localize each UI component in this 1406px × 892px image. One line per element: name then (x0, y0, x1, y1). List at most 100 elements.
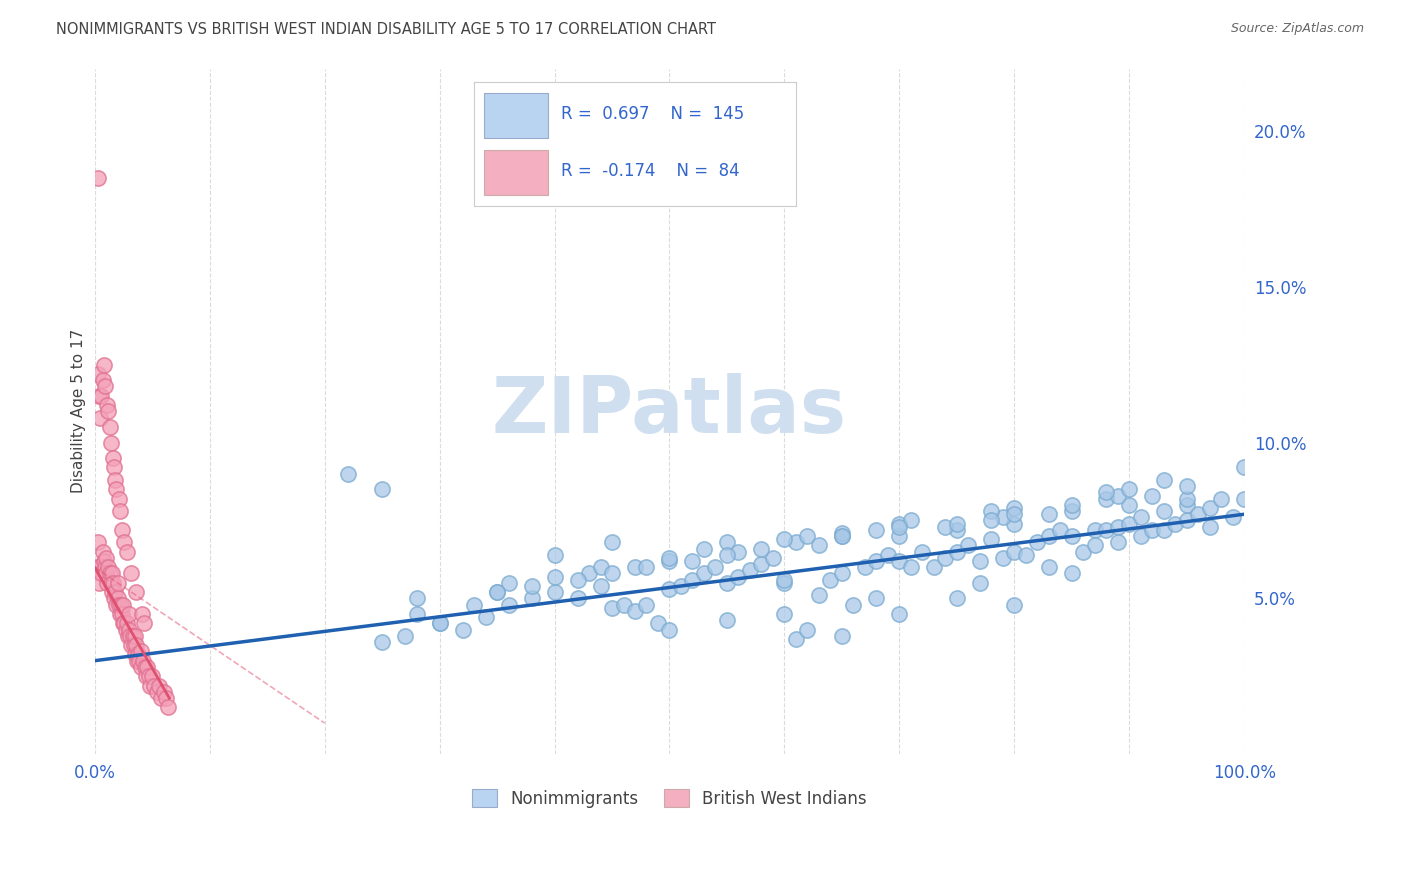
Point (624, 560, 647, 574)
Point (1233, 460, 1256, 475)
Point (129, 660, 152, 674)
Point (139, 679, 162, 693)
Point (105, 598, 128, 612)
Point (336, 467, 359, 481)
Point (94, 550, 117, 565)
Point (1233, 491, 1256, 506)
Point (131, 607, 153, 621)
Point (115, 616, 138, 631)
Point (371, 483, 394, 497)
Point (89, 560, 111, 574)
Point (128, 654, 150, 668)
Point (1199, 519, 1222, 533)
Point (132, 654, 155, 668)
Point (96, 398, 118, 412)
Point (578, 566, 600, 581)
Point (371, 635, 394, 649)
Point (152, 685, 174, 699)
Point (114, 616, 136, 631)
Point (865, 523, 887, 537)
Point (1175, 479, 1198, 493)
Point (97, 560, 120, 574)
Point (600, 566, 623, 581)
Point (1038, 529, 1060, 543)
Point (727, 544, 749, 558)
Point (108, 607, 131, 621)
Text: Source: ZipAtlas.com: Source: ZipAtlas.com (1230, 22, 1364, 36)
Point (820, 573, 842, 587)
Point (127, 654, 149, 668)
Point (1175, 498, 1198, 512)
Point (145, 685, 167, 699)
Point (831, 529, 853, 543)
Point (101, 451, 124, 466)
Point (485, 585, 508, 599)
Point (107, 491, 129, 506)
Point (946, 544, 969, 558)
Point (543, 548, 565, 562)
Point (90, 566, 112, 581)
Point (738, 563, 761, 577)
Point (100, 435, 122, 450)
Point (957, 538, 980, 552)
Point (125, 585, 148, 599)
Point (946, 591, 969, 606)
Point (1199, 500, 1222, 515)
Point (716, 613, 738, 627)
Legend: Nonimmigrants, British West Indians: Nonimmigrants, British West Indians (465, 782, 873, 814)
Point (865, 554, 887, 568)
Point (150, 691, 173, 706)
Point (716, 575, 738, 590)
Point (1153, 523, 1175, 537)
Point (1142, 489, 1164, 503)
Point (114, 535, 136, 549)
Point (922, 560, 945, 574)
Point (946, 516, 969, 531)
Point (589, 579, 612, 593)
Point (1060, 529, 1083, 543)
Point (658, 623, 681, 637)
Point (969, 554, 991, 568)
Point (543, 569, 565, 583)
Point (1153, 473, 1175, 487)
Y-axis label: Disability Age 5 to 17: Disability Age 5 to 17 (72, 329, 86, 493)
Point (1153, 504, 1175, 518)
Point (991, 550, 1014, 565)
Point (111, 607, 134, 621)
Point (111, 523, 134, 537)
Point (96, 575, 118, 590)
Point (1084, 523, 1107, 537)
Point (1049, 523, 1071, 537)
Point (600, 600, 623, 615)
Point (520, 579, 543, 593)
Point (716, 548, 738, 562)
Point (1084, 538, 1107, 552)
Point (134, 660, 156, 674)
Point (1118, 483, 1140, 497)
Point (807, 588, 830, 602)
Point (1060, 566, 1083, 581)
Point (600, 535, 623, 549)
Point (831, 629, 853, 643)
Point (118, 607, 141, 621)
Point (1095, 523, 1118, 537)
Point (103, 460, 125, 475)
Point (567, 591, 589, 606)
Point (87, 367, 110, 381)
Point (704, 560, 727, 574)
Point (716, 535, 738, 549)
Point (1060, 498, 1083, 512)
Point (98, 566, 121, 581)
Point (93, 554, 115, 568)
Point (90, 389, 112, 403)
Point (104, 473, 127, 487)
Point (1095, 491, 1118, 506)
Point (658, 550, 681, 565)
Point (124, 648, 146, 662)
Point (129, 644, 152, 658)
Point (124, 629, 146, 643)
Point (1004, 500, 1026, 515)
Point (498, 575, 520, 590)
Point (120, 629, 142, 643)
Point (900, 560, 922, 574)
